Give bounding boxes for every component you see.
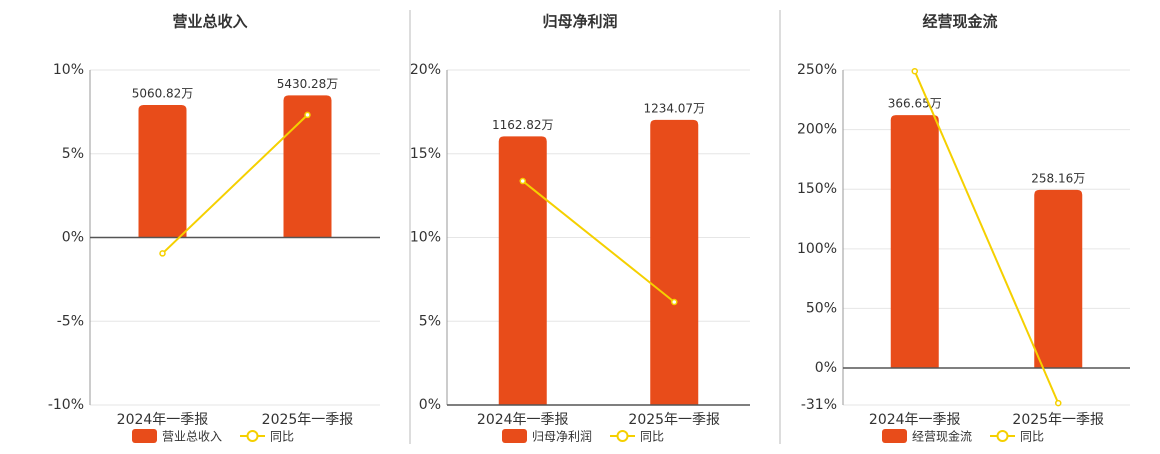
y-tick-label: 5%: [419, 313, 441, 329]
chart-title: 归母净利润: [542, 13, 617, 31]
legend-marker: [996, 430, 1009, 442]
legend-label: 同比: [640, 430, 664, 444]
y-tick-label: 250%: [797, 62, 837, 78]
x-tick-label: 2025年一季报: [1012, 412, 1104, 428]
line: [522, 180, 675, 303]
y-tick-label: -10%: [48, 397, 84, 413]
line-point: [911, 67, 918, 75]
legend-swatch: [882, 429, 907, 443]
legend-marker: [616, 430, 629, 442]
bar: [890, 115, 939, 368]
chart-title: 营业总收入: [172, 13, 247, 31]
legend-label: 同比: [270, 430, 294, 444]
x-tick-label: 2024年一季报: [869, 412, 961, 428]
y-tick-label: 10%: [410, 230, 441, 246]
y-tick-label: 5%: [62, 146, 84, 162]
y-tick-label: -31%: [801, 397, 837, 413]
line-point: [1055, 399, 1062, 407]
line-point: [159, 250, 166, 257]
value-label: 258.16万: [1031, 171, 1085, 185]
y-tick-label: 100%: [797, 241, 837, 257]
legend-label: 同比: [1020, 430, 1044, 444]
line: [913, 70, 1060, 404]
value-label: 1234.07万: [643, 101, 705, 115]
legend-label: 经营现金流: [912, 429, 972, 444]
y-tick-label: -5%: [57, 313, 84, 329]
legend-label: 归母净利润: [532, 430, 592, 444]
y-tick-label: 200%: [797, 122, 837, 138]
y-tick-label: 150%: [797, 181, 837, 197]
bar: [498, 136, 547, 405]
chart-title: 经营现金流: [922, 13, 997, 31]
legend-swatch: [502, 429, 527, 443]
x-tick-label: 2025年一季报: [628, 412, 720, 428]
line-point: [304, 111, 311, 119]
y-tick-label: 0%: [815, 360, 837, 376]
line-point: [519, 177, 526, 185]
line: [161, 114, 309, 255]
y-tick-label: 10%: [53, 62, 84, 78]
y-tick-label: 50%: [806, 300, 837, 316]
y-tick-label: 15%: [410, 146, 441, 162]
value-label: 1162.82万: [492, 118, 554, 132]
x-tick-label: 2024年一季报: [117, 412, 209, 428]
x-tick-label: 2025年一季报: [262, 412, 354, 428]
value-label: 5060.82万: [132, 87, 194, 101]
x-tick-label: 2024年一季报: [477, 412, 569, 428]
y-tick-label: 20%: [410, 62, 441, 78]
y-tick-label: 0%: [419, 397, 441, 413]
bar: [650, 119, 699, 406]
legend-swatch: [132, 429, 157, 443]
value-label: 5430.28万: [277, 77, 339, 91]
bar: [138, 105, 187, 238]
legend-marker: [246, 430, 259, 442]
value-label: 366.65万: [888, 97, 942, 111]
bar: [283, 95, 332, 238]
y-tick-label: 0%: [62, 230, 84, 246]
legend-label: 营业总收入: [162, 430, 222, 444]
line-point: [671, 298, 678, 306]
bar: [1034, 189, 1083, 368]
